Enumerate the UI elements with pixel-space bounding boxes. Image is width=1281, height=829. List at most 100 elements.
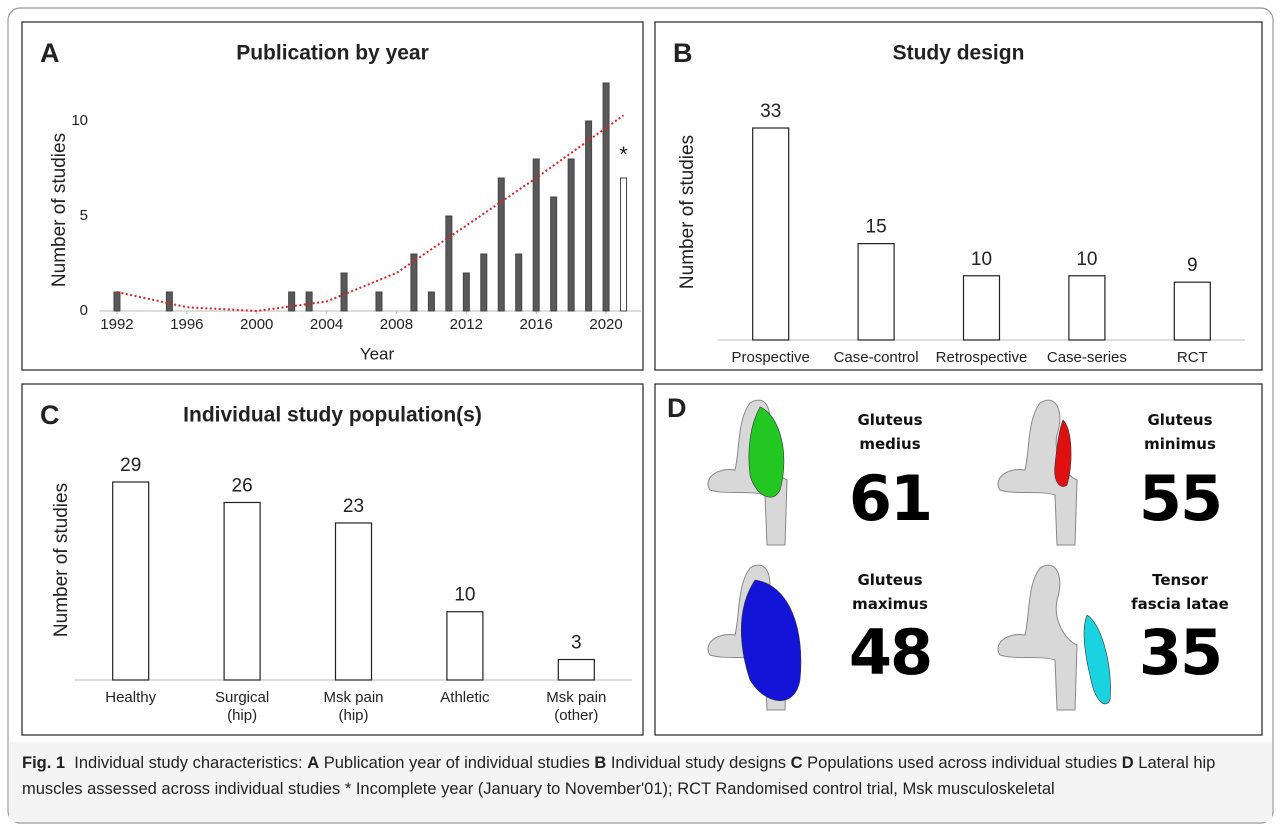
panel-frame xyxy=(655,22,1262,370)
bar xyxy=(463,273,469,311)
muscle-count: 48 xyxy=(849,616,931,689)
value-label: 9 xyxy=(1187,255,1198,276)
bar xyxy=(336,523,372,680)
chart: A Publication by year Number of studies 0 5 1… xyxy=(0,0,1281,829)
bar xyxy=(166,292,172,311)
x-tick-label: 2004 xyxy=(310,316,343,333)
y-axis-title: Number of studies xyxy=(49,133,70,287)
hip-illustration xyxy=(708,565,801,710)
muscle-count: 55 xyxy=(1139,462,1221,535)
muscle-name: Gluteus medius xyxy=(835,408,945,456)
panel-label: B xyxy=(673,38,693,68)
muscle-name: Gluteus maximus xyxy=(835,568,945,616)
x-tick-label: 2000 xyxy=(240,316,273,333)
value-label: 33 xyxy=(760,101,781,122)
annotation: * xyxy=(619,142,628,167)
x-tick-label: 2020 xyxy=(589,316,622,333)
x-tick-label: Athletic xyxy=(425,689,505,707)
bone xyxy=(998,565,1077,710)
x-tick-label: Case-series xyxy=(1033,349,1141,367)
bar xyxy=(858,244,894,340)
caption-part: C xyxy=(791,754,803,772)
caption-part: B xyxy=(594,754,606,772)
x-tick-label: RCT xyxy=(1138,349,1246,367)
hip-illustration xyxy=(708,400,787,545)
muscle xyxy=(741,580,801,701)
bar xyxy=(1174,282,1210,340)
value-label: 26 xyxy=(232,475,253,496)
bar xyxy=(753,128,789,340)
hip-illustration xyxy=(998,400,1077,545)
bar xyxy=(558,660,594,680)
caption-part: Populations used across individual studi… xyxy=(807,754,1117,772)
x-tick-label: Surgical (hip) xyxy=(202,689,282,725)
muscle xyxy=(1084,615,1110,704)
bar xyxy=(306,292,312,311)
x-tick-label: 1996 xyxy=(170,316,203,333)
chart-title: Publication by year xyxy=(236,42,429,65)
bar xyxy=(516,254,522,311)
hip-illustration xyxy=(998,565,1111,710)
value-label: 3 xyxy=(571,633,582,654)
chart-title: Individual study population(s) xyxy=(183,404,482,427)
muscle-name: Tensor fascia latae xyxy=(1125,568,1235,616)
y-axis-title: Number of studies xyxy=(51,483,72,637)
bar xyxy=(224,502,260,680)
x-tick-label: Healthy xyxy=(91,689,171,707)
bar xyxy=(341,273,347,311)
x-tick-label: 2016 xyxy=(520,316,553,333)
trend-line xyxy=(117,115,624,311)
bar xyxy=(498,178,504,311)
bar xyxy=(603,83,609,311)
value-label: 29 xyxy=(120,455,141,476)
y-tick-label: 5 xyxy=(80,207,88,224)
bar xyxy=(621,178,627,311)
bar xyxy=(114,292,120,311)
muscle-count: 35 xyxy=(1139,616,1221,689)
value-label: 15 xyxy=(866,217,887,238)
bar xyxy=(376,292,382,311)
x-axis-title: Year xyxy=(360,344,395,363)
muscle-count: 61 xyxy=(849,462,931,535)
bar xyxy=(964,276,1000,340)
caption: Fig. 1 Individual study characteristics:… xyxy=(22,750,1257,802)
x-tick-label: 2012 xyxy=(450,316,483,333)
caption-part: D xyxy=(1122,754,1134,772)
caption-part: Publication year of individual studies xyxy=(324,754,590,772)
x-tick-label: 2008 xyxy=(380,316,413,333)
panel-label: C xyxy=(40,400,60,430)
x-tick-label: Msk pain (hip) xyxy=(314,689,394,725)
x-tick-label: 1992 xyxy=(100,316,133,333)
value-label: 10 xyxy=(1076,249,1097,270)
bar xyxy=(481,254,487,311)
caption-label: Fig. 1 xyxy=(22,754,65,772)
bar xyxy=(586,121,592,311)
y-axis-title: Number of studies xyxy=(677,135,698,289)
bar xyxy=(568,159,574,311)
bar xyxy=(446,216,452,311)
y-tick-label: 10 xyxy=(71,112,88,129)
value-label: 10 xyxy=(971,249,992,270)
y-tick-label: 0 xyxy=(80,302,88,319)
x-tick-label: Retrospective xyxy=(928,349,1036,367)
bar xyxy=(551,197,557,311)
bar xyxy=(113,482,149,680)
bar xyxy=(289,292,295,311)
bar xyxy=(1069,276,1105,340)
caption-part: Individual study designs xyxy=(611,754,786,772)
x-tick-label: Msk pain (other) xyxy=(536,689,616,725)
panel-label: A xyxy=(40,38,60,68)
figure: A Publication by year Number of studies 0 5 1… xyxy=(0,0,1281,829)
value-label: 23 xyxy=(343,496,364,517)
caption-part: A xyxy=(307,754,319,772)
caption-part: Individual study characteristics: xyxy=(74,754,302,772)
muscle-name: Gluteus minimus xyxy=(1125,408,1235,456)
bar xyxy=(428,292,434,311)
value-label: 10 xyxy=(454,585,475,606)
chart-title: Study design xyxy=(893,42,1025,65)
bar xyxy=(533,159,539,311)
x-tick-label: Prospective xyxy=(717,349,825,367)
muscle xyxy=(749,407,784,497)
panel-label: D xyxy=(667,393,687,423)
x-tick-label: Case-control xyxy=(822,349,930,367)
